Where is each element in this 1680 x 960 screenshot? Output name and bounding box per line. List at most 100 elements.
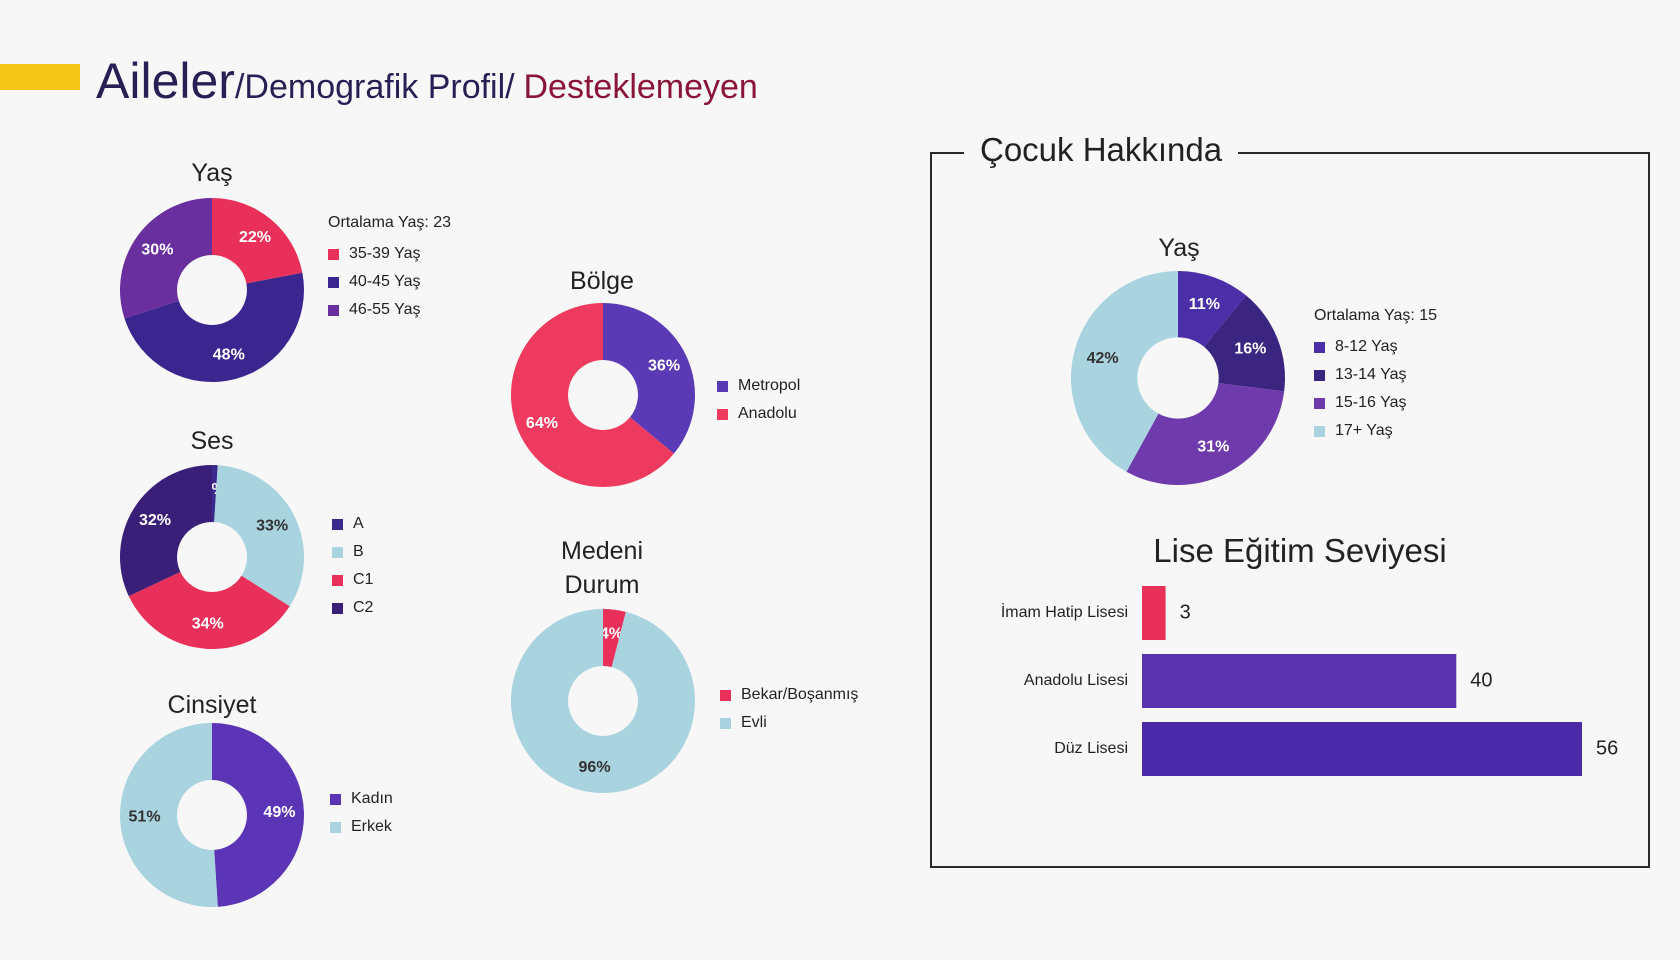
cocuk_yas-slice-label-3: 42% <box>1087 350 1119 367</box>
yas-legend-swatch-2 <box>328 304 339 316</box>
cocuk_yas-slice-label-1: 16% <box>1234 341 1266 358</box>
cocuk_yas-slice-label-0: 11% <box>1189 296 1220 313</box>
title-accent: Desteklemeyen <box>523 68 758 106</box>
ses-legend-label-2: C1 <box>353 571 374 588</box>
lise-bar-value-1: 40 <box>1470 669 1492 691</box>
cocuk_yas-legend-swatch-1 <box>1314 369 1325 381</box>
cinsiyet-slice-label-0: 49% <box>263 804 295 821</box>
yas-slice-label-2: 30% <box>141 242 173 259</box>
medeni-legend: Bekar/Boşanmış Evli <box>720 681 858 737</box>
lise-bar-2 <box>1142 722 1582 776</box>
lise-bar-1 <box>1142 654 1457 708</box>
ses-legend-label-0: A <box>353 515 364 532</box>
bolge-slice-1 <box>511 303 674 487</box>
ses-slice-1 <box>214 465 304 607</box>
yas-legend-label-2: 46-55 Yaş <box>349 301 421 318</box>
lise-category-label-1: Anadolu Lisesi <box>1024 672 1128 689</box>
ses-legend-label-1: B <box>353 543 364 560</box>
title-separator: / <box>234 68 245 106</box>
ses-legend: A B C1 C2 <box>332 510 373 622</box>
cinsiyet-legend-label-1: Erkek <box>351 818 392 835</box>
yas-legend-label-1: 40-45 Yaş <box>349 273 421 290</box>
bolge-legend-label-0: Metropol <box>738 377 801 394</box>
page-title: Aileler/Demografik Profil/ Desteklemeyen <box>96 52 758 110</box>
title-main: Aileler <box>96 53 235 109</box>
yas-legend-label-0: 35-39 Yaş <box>349 245 421 262</box>
bolge-donut-chart: 36% 64% <box>511 303 695 487</box>
medeni-legend-label-0: Bekar/Boşanmış <box>741 686 859 703</box>
ses-donut-chart: 1%33%34%32% <box>120 465 304 649</box>
accent-bar <box>0 64 80 90</box>
cocuk_yas-legend-item-2: 15-16 Yaş <box>1314 389 1437 417</box>
medeni-slice-label-1: 96% <box>579 759 611 776</box>
cocuk_yas-legend-swatch-3 <box>1314 425 1325 437</box>
yas-slice-label-1: 48% <box>213 347 245 364</box>
cocuk_yas-legend-item-3: 17+ Yaş <box>1314 417 1437 445</box>
cocuk_yas-slice-2 <box>1126 383 1285 485</box>
ses-legend-swatch-2 <box>332 574 343 586</box>
yas-legend-item-0: 35-39 Yaş <box>328 240 451 268</box>
ses-legend-item-3: C2 <box>332 594 373 622</box>
lise-bar-0 <box>1142 586 1166 640</box>
lise-category-label-0: İmam Hatip Lisesi <box>1001 602 1128 621</box>
yas-legend-item-2: 46-55 Yaş <box>328 296 451 324</box>
ses-chart-title: Ses <box>190 427 234 455</box>
medeni-legend-item-0: Bekar/Boşanmış <box>720 681 858 709</box>
bolge-slice-label-0: 36% <box>648 357 680 374</box>
yas-chart-title: Yaş <box>191 159 233 187</box>
cinsiyet-chart-title: Cinsiyet <box>167 691 257 719</box>
cocuk_yas-legend-item-0: 8-12 Yaş <box>1314 333 1437 361</box>
cinsiyet-legend-item-0: Kadın <box>330 785 393 813</box>
yas-slice-1 <box>124 272 304 382</box>
ses-legend-label-3: C2 <box>353 599 374 616</box>
yas-legend-swatch-1 <box>328 276 339 288</box>
ses-slice-3 <box>120 465 212 597</box>
cinsiyet-legend: Kadın Erkek <box>330 785 393 841</box>
child-section-title: Çocuk Hakkında <box>964 128 1239 172</box>
yas-legend-item-1: 40-45 Yaş <box>328 268 451 296</box>
ses-legend-item-1: B <box>332 538 373 566</box>
medeni-slice-0 <box>603 609 626 668</box>
cocuk_yas-legend-label-1: 13-14 Yaş <box>1335 366 1407 383</box>
cinsiyet-donut-chart: 49% 51% <box>120 723 304 907</box>
bolge-legend-swatch-0 <box>717 380 728 392</box>
cocuk_yas-legend-note: Ortalama Yaş: 15 <box>1314 307 1438 324</box>
bolge-slice-0 <box>603 303 695 454</box>
medeni-chart-title-text: Medeni Durum <box>561 537 643 599</box>
cocuk-yas-donut-chart: 11% 16% 31% 42% <box>1071 271 1285 485</box>
cinsiyet-slice-label-1: 51% <box>129 808 161 825</box>
medeni-chart-title: Medeni Durum <box>542 534 662 602</box>
cinsiyet-legend-label-0: Kadın <box>351 790 393 807</box>
cocuk-yas-legend: Ortalama Yaş: 15 8-12 Yaş 13-14 Yaş 15-16 Y… <box>1314 307 1437 445</box>
ses-legend-swatch-3 <box>332 602 343 614</box>
cocuk_yas-legend-swatch-2 <box>1314 397 1325 409</box>
medeni-slice-label-0: 4% <box>600 625 623 642</box>
cocuk_yas-slice-label-2: 31% <box>1197 439 1229 456</box>
cocuk_yas-legend-label-3: 17+ Yaş <box>1335 422 1393 439</box>
yas-slice-2 <box>119 198 212 319</box>
medeni-legend-swatch-1 <box>720 717 731 729</box>
child-section-frame <box>930 152 1650 868</box>
ses-slice-2 <box>128 571 290 649</box>
cinsiyet-slice-0 <box>212 723 304 907</box>
cinsiyet-slice-1 <box>120 723 218 907</box>
bolge-legend-item-1: Anadolu <box>717 400 800 428</box>
cocuk_yas-legend-label-2: 15-16 Yaş <box>1335 394 1407 411</box>
ses-slice-label-3: 32% <box>139 512 171 529</box>
title-sub: Demografik Profil <box>244 68 506 106</box>
cocuk-yas-chart-title: Yaş <box>1158 234 1200 262</box>
cocuk_yas-legend-item-1: 13-14 Yaş <box>1314 361 1437 389</box>
ses-slice-label-2: 34% <box>192 616 224 633</box>
medeni-legend-item-1: Evli <box>720 709 858 737</box>
ses-slice-label-1: 33% <box>256 518 288 535</box>
ses-legend-swatch-1 <box>332 546 343 558</box>
cocuk_yas-legend-swatch-0 <box>1314 341 1325 353</box>
cocuk_yas-slice-0 <box>1178 271 1247 347</box>
bolge-legend-swatch-1 <box>717 408 728 420</box>
yas-legend-note: Ortalama Yaş: 23 <box>328 214 452 231</box>
yas-legend: Ortalama Yaş: 23 35-39 Yaş 40-45 Yaş 46-55 … <box>328 214 451 324</box>
bolge-legend-item-0: Metropol <box>717 372 800 400</box>
ses-legend-item-0: A <box>332 510 373 538</box>
ses-legend-item-2: C1 <box>332 566 373 594</box>
bolge-chart-title: Bölge <box>570 267 634 295</box>
